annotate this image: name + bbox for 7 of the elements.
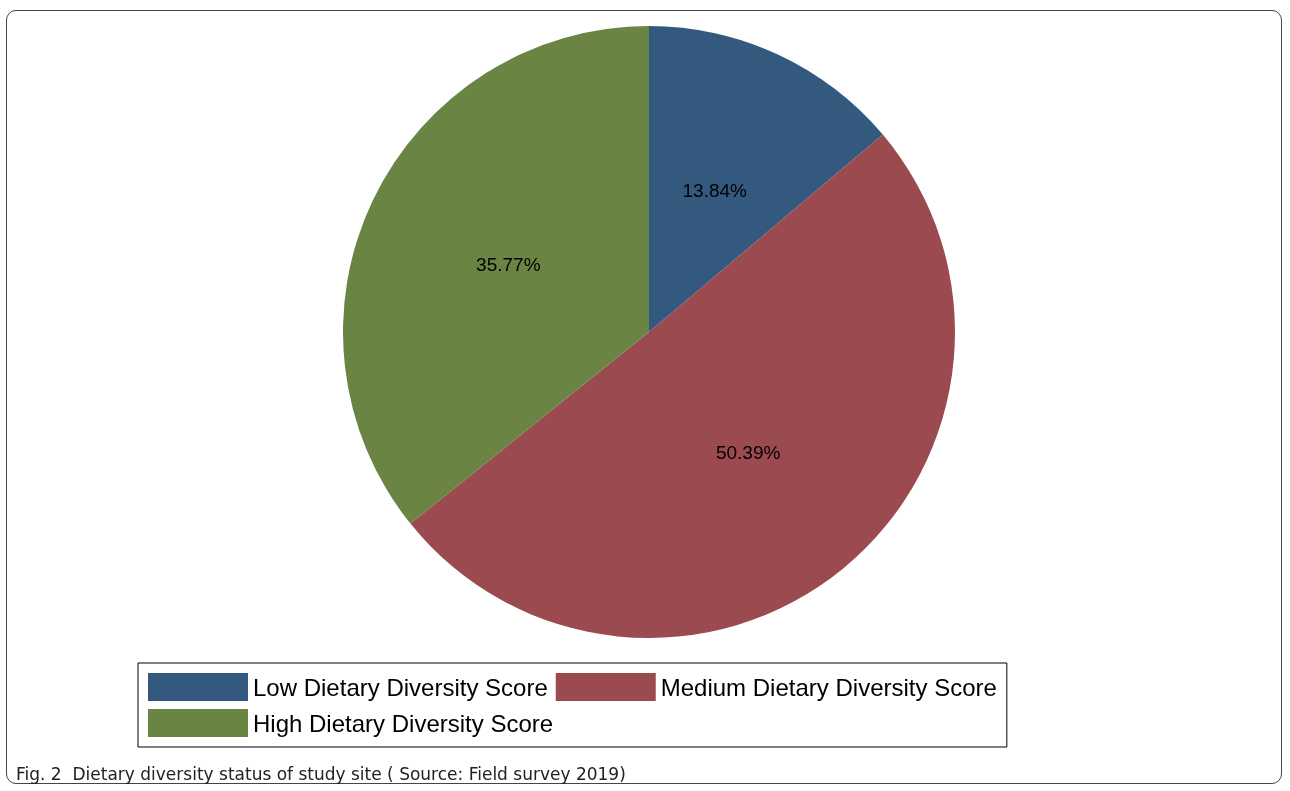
legend-label: High Dietary Diversity Score — [253, 709, 554, 737]
legend-label: Medium Dietary Diversity Score — [660, 673, 997, 701]
legend-label: Low Dietary Diversity Score — [253, 673, 548, 701]
data-label: 35.77% — [476, 254, 541, 276]
caption: Fig. 2 Dietary diversity status of study site ( Source: Field survey 2019) — [16, 764, 626, 784]
data-label: 50.39% — [715, 441, 781, 463]
data-label: 13.84% — [682, 180, 748, 202]
